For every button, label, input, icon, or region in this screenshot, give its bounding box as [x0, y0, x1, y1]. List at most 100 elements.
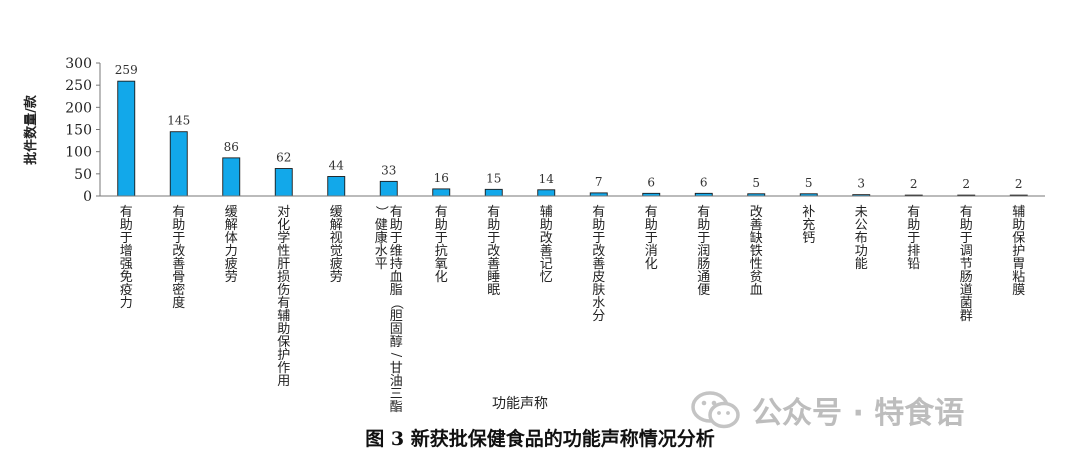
- bar: [169, 131, 188, 197]
- x-tick-char: 辅: [277, 309, 290, 324]
- data-label: 7: [595, 175, 603, 189]
- x-axis: 有助于增强免疫力有助于改善骨密度缓解体力疲劳对化学性肝损伤有辅助保护作用缓解视觉…: [100, 195, 1045, 415]
- x-tick-char: 改: [172, 244, 185, 259]
- x-tick-char: 力: [225, 244, 238, 259]
- x-tick-char: 于: [592, 231, 605, 246]
- x-tick-char: 胃: [1012, 257, 1025, 272]
- y-axis-title: 批件数量/款: [23, 94, 39, 165]
- x-tick-char: 助: [592, 218, 605, 233]
- x-tick-label: 补充钙: [802, 205, 815, 246]
- x-tick-char: 性: [277, 244, 290, 259]
- x-tick-char: 助: [697, 218, 710, 233]
- x-tick-char: 护: [277, 348, 290, 363]
- x-tick-char: 缓: [330, 205, 343, 220]
- x-tick-char: 缓: [225, 205, 238, 220]
- x-axis-title: 功能声称: [492, 396, 548, 412]
- x-tick-char: 助: [960, 218, 973, 233]
- data-label: 15: [486, 171, 501, 185]
- data-label: 86: [224, 140, 239, 154]
- data-label: 2: [910, 177, 918, 191]
- data-label: 62: [276, 151, 291, 165]
- x-tick-char: 膜: [1012, 283, 1025, 298]
- x-tick-char: 辅: [540, 205, 553, 220]
- x-tick-char: 护: [1012, 244, 1025, 259]
- x-tick-char: 钙: [802, 231, 815, 246]
- data-label: 2: [1015, 177, 1023, 191]
- x-tick-char: 觉: [330, 244, 343, 259]
- x-tick-char: 于: [907, 231, 920, 246]
- x-tick-char: 有: [487, 205, 500, 220]
- bar: [327, 176, 346, 197]
- data-label: 6: [700, 175, 708, 189]
- x-tick-char: 血: [390, 270, 403, 285]
- bar: [222, 157, 241, 197]
- x-tick-char: 补: [802, 205, 815, 220]
- wechat-icon: [691, 391, 740, 429]
- x-tick-char: 疲: [225, 256, 238, 272]
- x-tick-char: 免: [120, 270, 133, 285]
- x-tick-char: 性: [750, 257, 763, 272]
- x-tick-char: 节: [960, 257, 973, 272]
- x-tick-char: 排: [907, 244, 920, 259]
- x-tick-char: 胆: [390, 309, 403, 324]
- x-tick-char: 酯: [390, 400, 403, 415]
- x-tick-char: 眠: [487, 283, 500, 298]
- x-tick-char: 记: [540, 257, 553, 272]
- x-tick-char: 保: [277, 335, 290, 350]
- x-tick-char: 抗: [435, 244, 448, 259]
- x-tick-char: 布: [855, 231, 868, 246]
- x-tick-char: 未: [855, 205, 868, 220]
- x-tick-char: 助: [645, 218, 658, 233]
- x-tick-char: 度: [172, 295, 185, 311]
- data-label: 2: [962, 177, 970, 191]
- x-tick-char: 于: [645, 231, 658, 246]
- x-tick-char: 能: [855, 257, 868, 272]
- x-tick-char: 善: [487, 256, 500, 272]
- x-tick-char: 群: [960, 309, 973, 324]
- x-tick-char: 改: [487, 244, 500, 259]
- x-tick-char: 密: [172, 282, 185, 298]
- x-tick-char: 善: [540, 243, 553, 259]
- x-tick-char: 用: [277, 374, 290, 389]
- x-tick-char: 疫: [120, 282, 133, 298]
- x-tick-char: 伤: [277, 283, 290, 298]
- x-tick-char: 水: [375, 244, 388, 259]
- x-tick-char: 调: [960, 244, 973, 259]
- x-tick-char: 有: [172, 205, 185, 220]
- x-tick-char: 有: [960, 205, 973, 220]
- x-tick-char: 改: [540, 231, 553, 246]
- x-tick-char: 康: [375, 230, 388, 246]
- y-tick-label: 200: [65, 100, 92, 116]
- x-tick-char: 有: [592, 205, 605, 220]
- x-tick-char: 功: [855, 244, 868, 259]
- data-label: 5: [752, 176, 760, 190]
- x-tick-char: 助: [435, 218, 448, 233]
- x-tick-char: 缺: [750, 231, 763, 246]
- y-tick-label: 250: [65, 78, 92, 94]
- x-tick-char: 于: [697, 231, 710, 246]
- x-tick-char: 肠: [697, 257, 710, 272]
- figure-caption: 图 3 新获批保健食品的功能声称情况分析: [365, 428, 715, 450]
- x-tick-char: 肤: [592, 283, 605, 298]
- bar: [484, 188, 503, 197]
- y-tick-label: 0: [83, 189, 92, 205]
- x-tick-char: 肝: [277, 257, 290, 272]
- x-tick-char: 有: [435, 205, 448, 220]
- x-tick-char: 强: [120, 257, 133, 272]
- x-tick-char: 保: [1012, 231, 1025, 246]
- y-tick-label: 150: [65, 123, 92, 139]
- x-tick-char: 三: [390, 387, 403, 402]
- x-tick-char: 劳: [225, 269, 238, 285]
- x-tick-char: 于: [960, 231, 973, 246]
- x-tick-char: ）: [373, 205, 388, 218]
